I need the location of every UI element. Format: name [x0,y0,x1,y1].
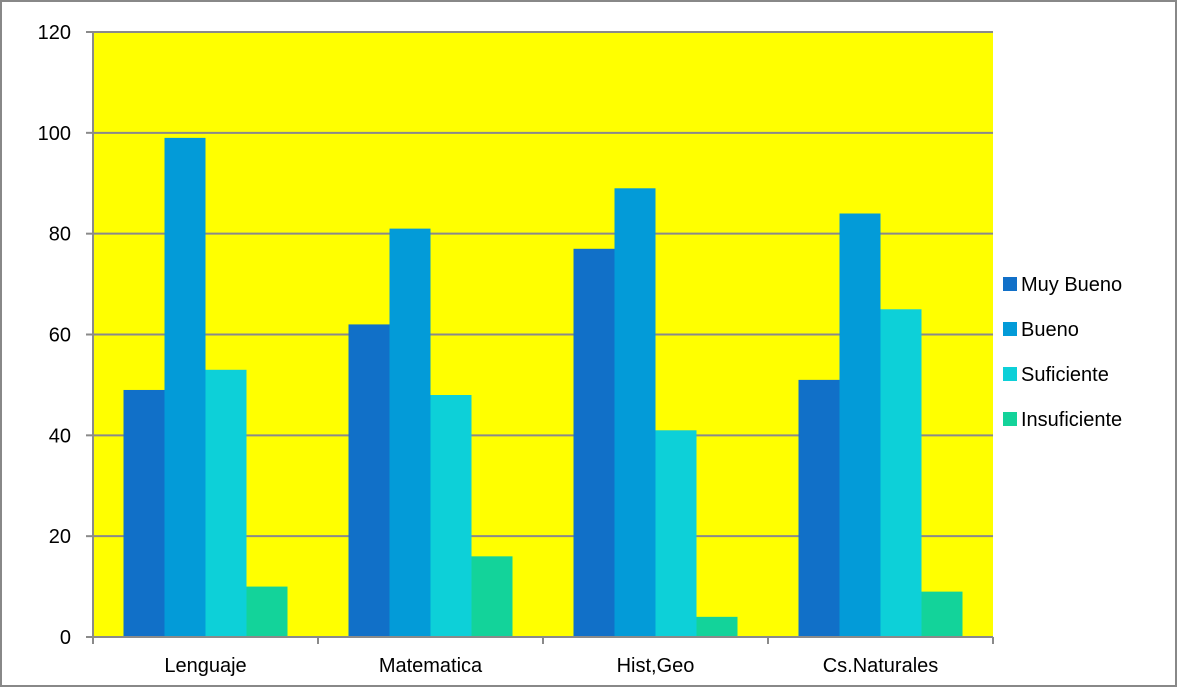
bar-suficiente-1 [430,395,472,637]
bar-muy-bueno-1 [348,324,390,637]
legend-label: Insuficiente [1021,409,1122,431]
bar-suficiente-2 [655,430,697,637]
y-tick-label: 80 [49,224,71,246]
bars [123,137,963,637]
bar-insuficiente-1 [471,556,513,637]
bar-muy-bueno-0 [123,389,165,637]
y-tick-label: 0 [60,627,71,649]
bar-bueno-1 [389,228,431,637]
y-tick-label: 20 [49,526,71,548]
y-tick-label: 100 [38,123,71,145]
x-tick-label: Hist,Geo [617,655,695,677]
x-tick-label: Cs.Naturales [823,655,939,677]
y-tick-label: 40 [49,425,71,447]
legend-swatch [1003,367,1017,381]
x-tick-label: Matematica [379,655,483,677]
bar-suficiente-3 [880,309,922,637]
y-tick-label: 60 [49,325,71,347]
legend-label: Bueno [1021,319,1079,341]
bar-bueno-2 [614,188,656,637]
y-tick-label: 120 [38,22,71,44]
legend-swatch [1003,322,1017,336]
bar-suficiente-0 [205,369,247,637]
legend-swatch [1003,412,1017,426]
legend-label: Muy Bueno [1021,274,1122,296]
bar-insuficiente-0 [246,586,288,637]
legend-label: Suficiente [1021,364,1109,386]
legend: Muy Bueno Bueno Suficiente Insuficiente [1003,274,1122,431]
bar-insuficiente-3 [921,591,963,637]
bar-muy-bueno-2 [573,248,615,637]
axes: 0 20 40 60 80 100 120 Lenguaje Matematica Hist,Ge… [38,22,994,677]
bar-bueno-0 [164,137,206,637]
x-tick-label: Lenguaje [164,655,246,677]
bar-insuficiente-2 [696,616,738,637]
legend-swatch [1003,277,1017,291]
bar-bueno-3 [839,213,881,637]
bar-muy-bueno-3 [798,379,840,637]
